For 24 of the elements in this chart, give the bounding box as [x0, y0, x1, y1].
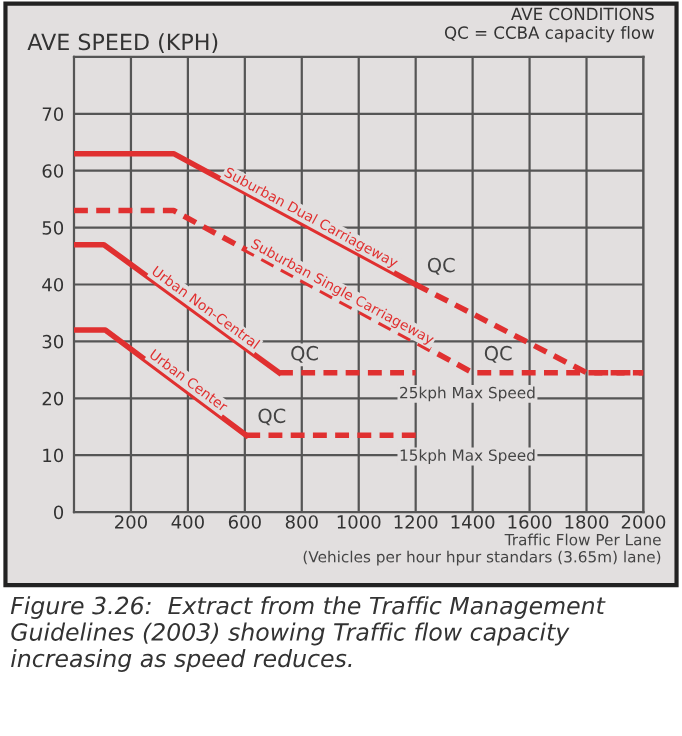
x-tick-label: 2000 — [621, 515, 666, 529]
y-tick-label: 50 — [42, 221, 64, 235]
x-tick-label: 400 — [171, 515, 204, 529]
y-tick-label: 20 — [42, 391, 64, 406]
x-tick-label: 600 — [228, 515, 261, 529]
y-tick-label: 70 — [42, 107, 64, 121]
x-tick-label: 1600 — [508, 515, 552, 529]
x-tick-label: 1200 — [394, 515, 438, 529]
x-tick-label: 800 — [285, 515, 318, 529]
y-tick-label: 60 — [42, 164, 64, 178]
y-axis-title: AVE SPEED (KPH) — [27, 33, 218, 53]
x-tick-label: 1400 — [451, 515, 495, 529]
y-tick-label: 40 — [42, 277, 64, 292]
caption: Figure 3.26: Extract from the Traffic Management Guidelines (2003) showing Traffic flow capacity increasing as speed reduces. — [10, 596, 606, 672]
x-tick-label: 1800 — [565, 515, 609, 529]
annotation: QC — [484, 345, 512, 363]
annotation: QC — [258, 408, 286, 426]
y-tick-label: 30 — [42, 334, 64, 349]
x-tick-label: 1000 — [337, 515, 381, 529]
x-tick-label: 200 — [115, 515, 147, 529]
annotation: QC — [291, 345, 318, 363]
y-tick-label: 10 — [43, 448, 64, 463]
y-tick-label: 0 — [53, 505, 64, 520]
chart-subtitle: AVE CONDITIONS QC = CCBA capacity flow — [444, 7, 655, 43]
